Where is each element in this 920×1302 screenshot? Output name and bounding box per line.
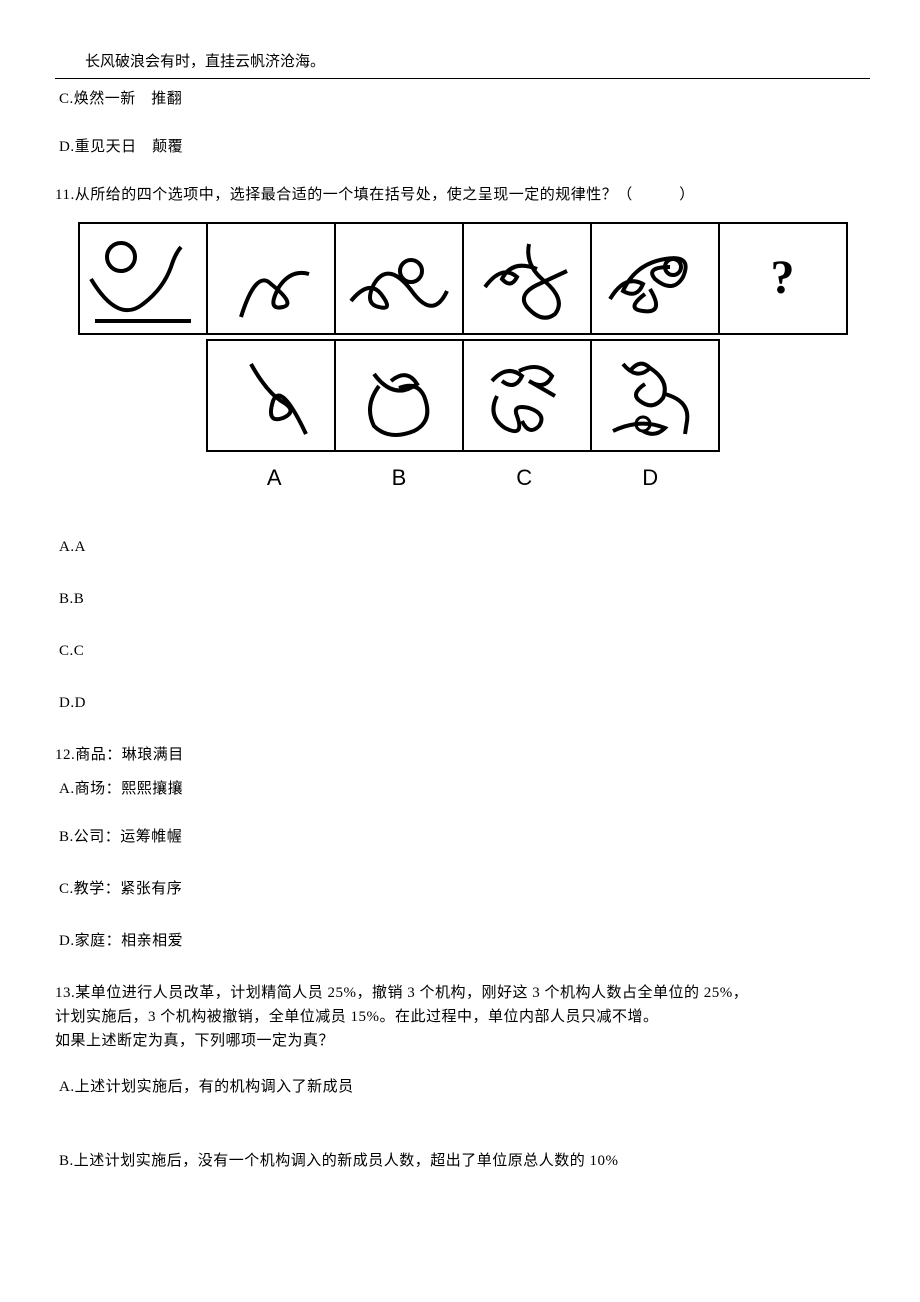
q13-line1: 13.某单位进行人员改革，计划精简人员 25%，撤销 3 个机构，刚好这 3 个…: [55, 981, 870, 1005]
q13-option-b: B.上述计划实施后，没有一个机构调入的新成员人数，超出了单位原总人数的 10%: [59, 1149, 870, 1173]
prev-option-c: C.焕然一新 推翻: [59, 87, 870, 111]
label-a: A: [267, 460, 282, 495]
figure-cell-6: ?: [718, 222, 848, 335]
figure-cell-3: [334, 222, 464, 335]
q11-options: A.A B.B C.C D.D: [55, 535, 870, 715]
header-divider: [55, 78, 870, 79]
figure-cell-4: [462, 222, 592, 335]
q12-option-b: B.公司：运筹帷幄: [59, 825, 870, 849]
option-cell-d: [590, 339, 720, 452]
option-cell-b: [334, 339, 464, 452]
q13-option-a: A.上述计划实施后，有的机构调入了新成员: [59, 1075, 870, 1099]
q12-option-d: D.家庭：相亲相爱: [59, 929, 870, 953]
figure-row-1: ?: [55, 222, 870, 335]
q11-option-d: D.D: [59, 691, 870, 715]
figure-cell-2: [206, 222, 336, 335]
header-quote: 长风破浪会有时，直挂云帆济沧海。: [55, 50, 870, 74]
question-mark: ?: [771, 240, 795, 317]
label-d: D: [642, 460, 658, 495]
q11-option-a: A.A: [59, 535, 870, 559]
label-b: B: [392, 460, 407, 495]
q13-options: A.上述计划实施后，有的机构调入了新成员 B.上述计划实施后，没有一个机构调入的…: [55, 1075, 870, 1173]
q13-line2: 计划实施后，3 个机构被撤销，全单位减员 15%。在此过程中，单位内部人员只减不…: [55, 1005, 870, 1029]
q11-option-c: C.C: [59, 639, 870, 663]
q11-figure: ?: [55, 222, 870, 495]
label-c: C: [516, 460, 532, 495]
q11-text: 11.从所给的四个选项中，选择最合适的一个填在括号处，使之呈现一定的规律性？（ …: [55, 183, 870, 207]
figure-cell-1: [78, 222, 208, 335]
q12-text: 12.商品：琳琅满目: [55, 743, 870, 767]
prev-option-d: D.重见天日 颠覆: [59, 135, 870, 159]
option-cell-c: [462, 339, 592, 452]
figure-cell-5: [590, 222, 720, 335]
q12-option-a: A.商场：熙熙攘攘: [59, 777, 870, 801]
q12-option-c: C.教学：紧张有序: [59, 877, 870, 901]
q13-line3: 如果上述断定为真，下列哪项一定为真？: [55, 1029, 870, 1053]
q11-option-b: B.B: [59, 587, 870, 611]
figure-row-2: [55, 339, 870, 452]
option-cell-a: [206, 339, 336, 452]
option-labels: A B C D: [55, 460, 870, 495]
q12-options: A.商场：熙熙攘攘 B.公司：运筹帷幄 C.教学：紧张有序 D.家庭：相亲相爱: [55, 777, 870, 953]
